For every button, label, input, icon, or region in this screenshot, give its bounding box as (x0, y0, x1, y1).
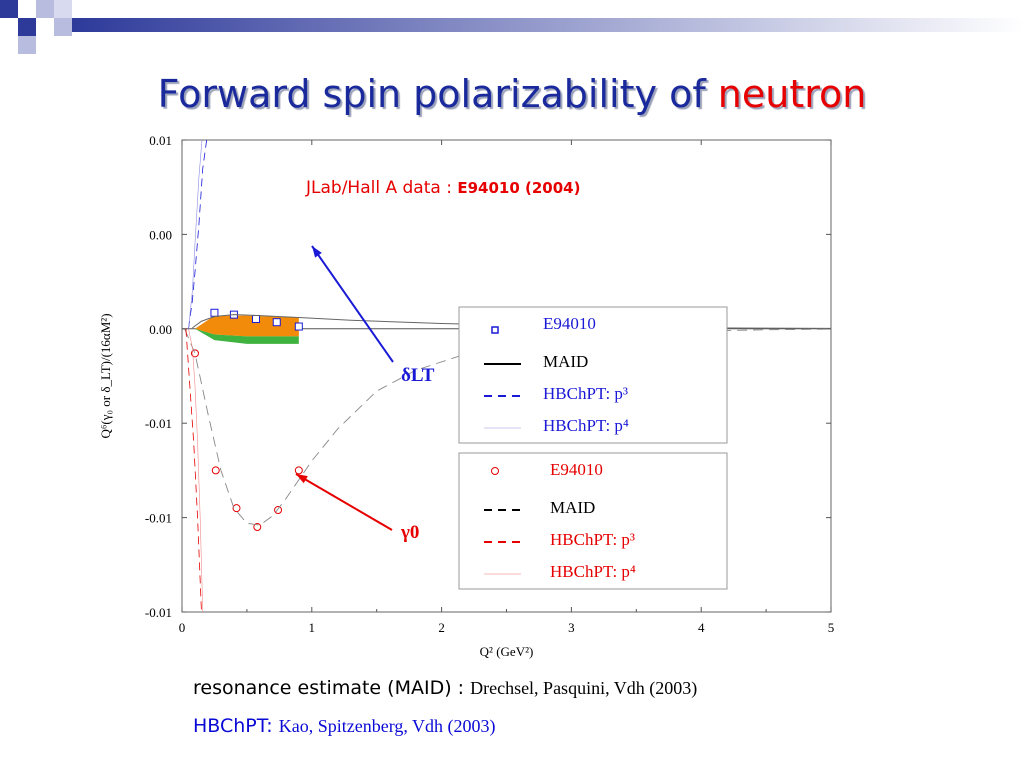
data-point-gamma (253, 523, 262, 532)
annotation-title-source: JLab/Hall A data : (305, 178, 457, 198)
series-line-gamma (185, 328, 202, 612)
x-tick-label: 4 (698, 620, 705, 635)
title-decoration (0, 0, 1024, 54)
error-band-green (194, 328, 299, 344)
annotation-title-experiment: E94010 (2004) (457, 179, 580, 197)
x-tick-label: 3 (568, 620, 575, 635)
legend-entry-label: MAID (543, 352, 588, 371)
legend-entry-label: E94010 (543, 314, 596, 333)
x-axis-label: Q² (GeV²) (480, 644, 534, 659)
series-line-delta (188, 140, 208, 329)
credit-maid: resonance estimate (MAID) : Drechsel, Pa… (193, 677, 697, 699)
legend-entry-label: HBChPT: p³ (550, 530, 635, 549)
credit-maid-key: resonance estimate (MAID) : (193, 677, 471, 699)
legend-symbol-circle (491, 467, 499, 475)
error-band-orange (194, 315, 299, 337)
y-tick-label: -0.01 (145, 605, 172, 620)
slide-title-highlight: neutron (717, 72, 867, 116)
data-point-delta (210, 308, 219, 317)
series-line-delta (188, 140, 203, 329)
x-tick-label: 1 (309, 620, 316, 635)
data-point-gamma (294, 466, 303, 475)
y-tick-label: 0.00 (149, 227, 172, 242)
y-tick-label: -0.01 (145, 511, 172, 526)
data-annotation-title: JLab/Hall A data : E94010 (2004) (305, 178, 580, 198)
legend-entry-label: HBChPT: p⁴ (550, 562, 636, 581)
data-point-gamma (211, 466, 220, 475)
gamma-arrow-head (296, 474, 308, 484)
credit-hbchpt: HBChPT: Kao, Spitzenberg, Vdh (2003) (193, 715, 496, 737)
y-axis-label: Q⁶(γ₀ or δ_LT)/(16αM²) (98, 313, 113, 438)
series-line-gamma (188, 328, 204, 612)
slide-title: Forward spin polarizability of neutron (0, 72, 1024, 116)
data-point-gamma (232, 504, 241, 513)
credit-maid-value: Drechsel, Pasquini, Vdh (2003) (470, 678, 698, 698)
legend-gamma: E94010 MAID HBChPT: p³ HBChPT: p⁴ (458, 452, 728, 590)
legend-entry-label: HBChPT: p³ (543, 384, 628, 403)
legend-entry-label: E94010 (550, 460, 603, 479)
delta-arrow-shaft (311, 245, 394, 363)
x-tick-label: 2 (438, 620, 445, 635)
credit-hbchpt-key: HBChPT: (193, 715, 279, 737)
data-point-delta (272, 318, 281, 327)
credit-hbchpt-value: Kao, Spitzenberg, Vdh (2003) (278, 716, 496, 736)
slide-title-main: Forward spin polarizability of (157, 72, 718, 116)
y-tick-label: 0.00 (149, 322, 172, 337)
delta-arrow-head (312, 246, 322, 258)
delta-arrow-label: δLT (401, 365, 435, 386)
data-point-gamma (190, 349, 199, 358)
data-point-delta (251, 314, 260, 323)
legend-symbol-square (491, 326, 499, 334)
data-point-delta (294, 322, 303, 331)
gamma-arrow-shaft (295, 473, 393, 531)
legend-entry-label: MAID (550, 498, 595, 517)
legend-entry-label: HBChPT: p⁴ (543, 416, 629, 435)
x-tick-label: 0 (179, 620, 186, 635)
x-tick-label: 5 (828, 620, 835, 635)
legend-delta: E94010 MAID HBChPT: p³ HBChPT: p⁴ (458, 306, 728, 444)
legend-box (458, 306, 728, 444)
gamma-arrow-label: γ0 (400, 522, 419, 543)
y-tick-label: 0.01 (149, 133, 172, 148)
legend-box (458, 452, 728, 590)
y-tick-label: -0.01 (145, 416, 172, 431)
data-point-gamma (274, 506, 283, 515)
